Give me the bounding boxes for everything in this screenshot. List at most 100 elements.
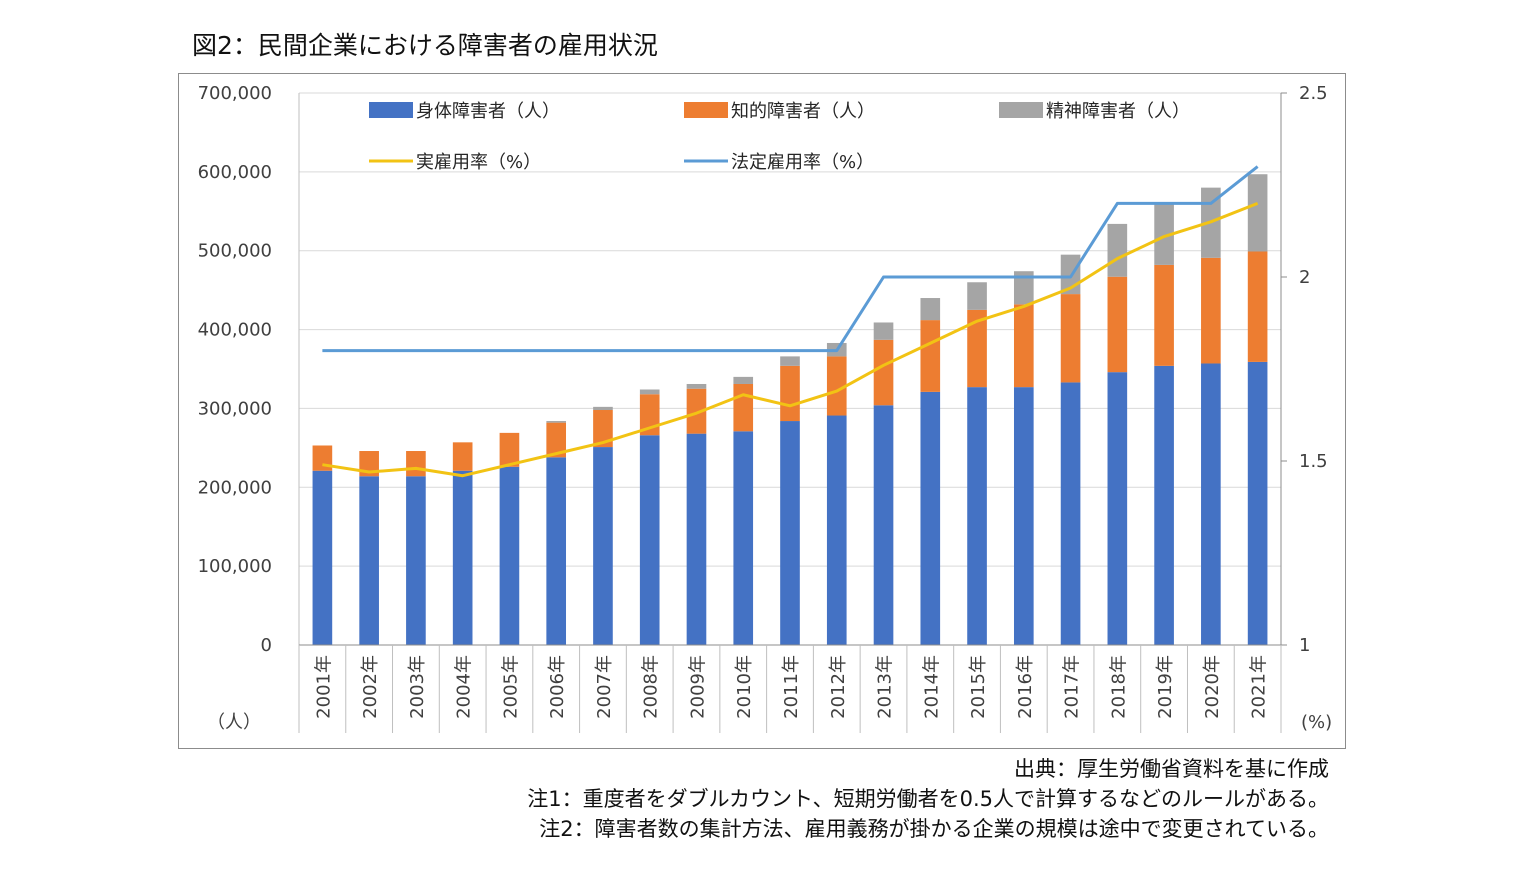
x-tick-label: 2019年 [1155, 655, 1176, 719]
bar-intellectual [873, 339, 894, 406]
note-1: 注1：重度者をダブルカウント、短期労働者を0.5人で計算するなどのルールがある。 [527, 787, 1329, 811]
legend-physical-label: 身体障害者（人） [416, 101, 560, 122]
line-actual-rate [322, 202, 1259, 478]
bar-intellectual [546, 422, 567, 458]
x-tick-label: 2008年 [641, 655, 662, 719]
bar-intellectual [1154, 264, 1174, 366]
x-tick-label: 2001年 [313, 655, 334, 719]
y-left-tick-label: 0 [261, 635, 272, 656]
legend-mental-label: 精神障害者（人） [1046, 101, 1190, 122]
bar-mental [1154, 203, 1174, 265]
legend-intellectual-label: 知的障害者（人） [731, 101, 875, 122]
bar-physical [406, 476, 426, 645]
chart-title: 図2：民間企業における障害者の雇用状況 [192, 31, 658, 60]
y-right-tick-label: 1 [1299, 635, 1310, 656]
bar-mental [546, 421, 567, 423]
bar-mental [593, 406, 613, 411]
chart-area: 0 100,000 200,000 300,000 400,000 500,000 600,… [178, 73, 1346, 749]
x-tick-label: 2010年 [734, 655, 755, 719]
legend-actual-rate-label: 実雇用率（%） [416, 152, 541, 173]
bar-intellectual [1060, 294, 1081, 383]
y-right-unit-label: (%) [1301, 712, 1332, 733]
bar-physical [686, 433, 707, 645]
y-left-tick-label: 600,000 [198, 162, 272, 183]
x-tick-label: 2020年 [1202, 655, 1223, 719]
bar-intellectual [780, 365, 800, 422]
source-note: 出典：厚生労働省資料を基に作成 [1014, 757, 1329, 781]
bar-physical [639, 435, 660, 645]
bar-intellectual [1201, 257, 1221, 364]
x-tick-label: 2017年 [1062, 655, 1083, 719]
bar-physical [312, 470, 333, 645]
bar-physical [359, 476, 379, 645]
x-tick-label: 2012年 [828, 655, 849, 719]
bar-intellectual [499, 432, 520, 467]
bar-intellectual [920, 320, 941, 392]
bar-intellectual [826, 356, 847, 416]
bar-intellectual [686, 388, 707, 434]
x-tick-label: 2009年 [687, 655, 708, 719]
legend: 身体障害者（人） 知的障害者（人） 精神障害者（人） 実雇用率（%） 法定雇用率（%） [369, 101, 1190, 173]
bar-intellectual [1013, 304, 1034, 388]
note-2: 注2：障害者数の集計方法、雇用義務が掛かる企業の規模は途中で変更されている。 [539, 817, 1329, 841]
x-tick-label: 2007年 [594, 655, 615, 719]
bar-mental [967, 282, 987, 310]
axes: 0 100,000 200,000 300,000 400,000 500,000 600,… [198, 83, 1332, 733]
bar-intellectual [593, 410, 613, 448]
bar-physical [826, 415, 847, 645]
bar-mental [1107, 223, 1128, 277]
y-left-tick-label: 200,000 [198, 477, 272, 498]
bar-physical [499, 466, 520, 645]
y-left-tick-label: 400,000 [198, 320, 272, 341]
bar-intellectual [1247, 251, 1268, 362]
bar-physical [1154, 365, 1174, 645]
bar-mental [639, 389, 660, 395]
x-tick-label: 2013年 [875, 655, 896, 719]
x-tick-label: 2006年 [547, 655, 568, 719]
x-tick-label: 2011年 [781, 655, 802, 719]
y-left-tick-label: 100,000 [198, 556, 272, 577]
x-tick-label: 2002年 [360, 655, 381, 719]
bar-intellectual [406, 451, 426, 477]
bar-physical [1107, 372, 1128, 645]
x-tick-label: 2005年 [500, 655, 521, 719]
y-right-tick-label: 2 [1299, 267, 1310, 288]
y-left-unit-label: （人） [207, 712, 261, 733]
y-left-tick-label: 300,000 [198, 398, 272, 419]
legend-intellectual-swatch [684, 102, 728, 118]
y-left-tick-label: 700,000 [198, 83, 272, 104]
notes-block: 出典：厚生労働省資料を基に作成 注1：重度者をダブルカウント、短期労働者を0.5… [527, 754, 1329, 844]
bar-intellectual [1107, 276, 1128, 373]
x-tick-label: 2015年 [968, 655, 989, 719]
bar-physical [546, 457, 567, 645]
bar-physical [1013, 387, 1034, 645]
legend-mental-swatch [999, 102, 1043, 118]
x-tick-label: 2014年 [921, 655, 942, 719]
x-tick-label: 2021年 [1249, 655, 1270, 719]
bar-mental [780, 356, 800, 366]
bar-mental [1013, 271, 1034, 305]
y-right-tick-label: 1.5 [1299, 451, 1328, 472]
line-series [322, 165, 1259, 478]
combo-chart: 0 100,000 200,000 300,000 400,000 500,000 600,… [198, 83, 1332, 733]
x-tick-label: 2016年 [1015, 655, 1036, 719]
bar-series [312, 174, 1268, 645]
bar-physical [920, 391, 941, 645]
x-tick-label: 2004年 [454, 655, 475, 719]
bar-physical [873, 405, 894, 645]
bar-intellectual [452, 442, 473, 471]
bar-physical [733, 431, 754, 645]
line-legal-rate [322, 165, 1259, 353]
bar-physical [452, 470, 473, 645]
x-tick-label: 2003年 [407, 655, 428, 719]
x-tick-label: 2018年 [1108, 655, 1129, 719]
bar-mental [873, 322, 894, 340]
bar-mental [686, 383, 707, 389]
bar-physical [593, 447, 613, 645]
bar-intellectual [733, 383, 754, 432]
bar-mental [920, 298, 941, 321]
legend-legal-rate-label: 法定雇用率（%） [731, 152, 874, 173]
bar-physical [1201, 363, 1221, 645]
bar-physical [780, 421, 800, 645]
bar-mental [1247, 174, 1268, 252]
